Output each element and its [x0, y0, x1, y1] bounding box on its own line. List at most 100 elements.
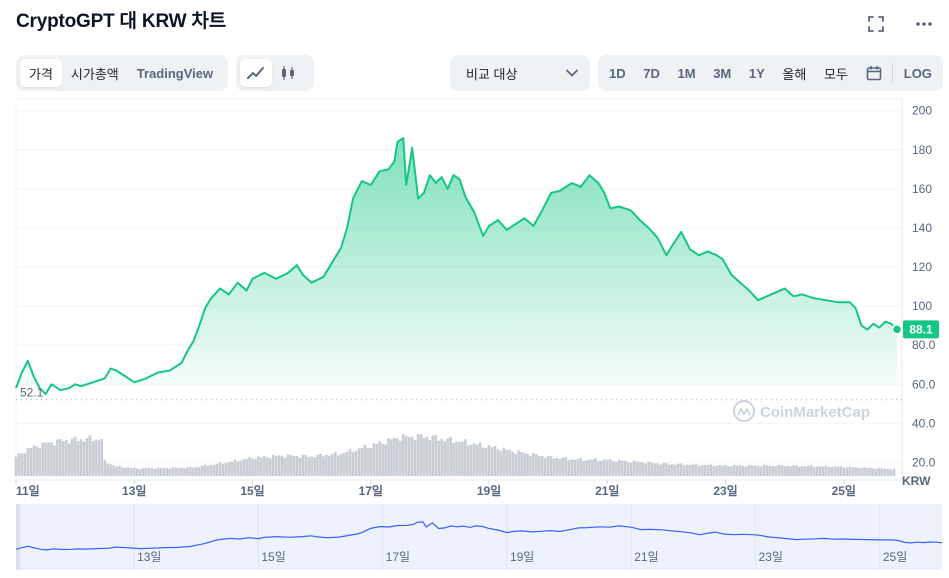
volume-bar [354, 450, 358, 476]
volume-bar [331, 453, 334, 476]
compare-label: 비교 대상 [466, 66, 518, 82]
range-navigator[interactable]: 13일 15일 17일 19일 21일 23일 25일 [15, 504, 943, 570]
volume-bar [165, 468, 169, 476]
volume-bar [842, 467, 846, 476]
volume-bar [827, 467, 831, 476]
volume-bar [792, 465, 795, 476]
line-chart-icon [247, 67, 264, 79]
volume-bar [709, 464, 713, 476]
volume-bar [245, 458, 248, 476]
calendar-button[interactable] [859, 59, 889, 87]
volume-bar [857, 467, 860, 476]
x-tick-label: 25일 [832, 484, 856, 498]
volume-bar [883, 468, 887, 476]
volume-bar [73, 436, 77, 476]
log-scale-button[interactable]: LOG [903, 65, 932, 81]
tab-price[interactable]: 가격 [20, 59, 62, 87]
volume-bar [67, 443, 71, 476]
volume-bar [144, 468, 148, 476]
expand-icon[interactable] [864, 12, 888, 36]
volume-bar [14, 456, 18, 476]
volume-bar [493, 445, 497, 476]
range-all[interactable]: 모두 [823, 66, 848, 82]
volume-bar [20, 453, 24, 476]
volume-bar [224, 462, 228, 476]
price-line [15, 137, 898, 395]
volume-bar [23, 453, 27, 476]
range-1y[interactable]: 1Y [748, 65, 765, 81]
volume-bar [351, 452, 355, 476]
volume-bar [537, 456, 541, 476]
current-price-label: 88.1 [909, 322, 933, 336]
volume-bar [180, 467, 183, 476]
volume-bar [733, 464, 736, 476]
range-1d[interactable]: 1D [609, 65, 626, 81]
volume-bar [56, 439, 59, 476]
range-3m[interactable]: 3M [713, 65, 732, 81]
volume-bar [756, 465, 760, 476]
volume-bar [378, 441, 381, 476]
volume-bar [789, 466, 792, 476]
volume-bar [608, 459, 612, 476]
volume-bar [118, 465, 121, 476]
x-tick-label: 17일 [359, 484, 383, 498]
navigator-background [16, 504, 942, 570]
volume-bar [875, 468, 878, 476]
volume-bar [416, 433, 420, 476]
volume-bar [357, 448, 361, 476]
volume-bar [168, 468, 172, 476]
volume-bar [17, 453, 21, 476]
volume-bar [617, 459, 621, 476]
volume-bar [64, 440, 68, 476]
volume-bar [668, 464, 671, 476]
volume-bar [632, 460, 636, 476]
volume-bar [889, 469, 893, 476]
volume-bar [195, 466, 198, 476]
range-divider [892, 63, 894, 83]
y-tick-label: 80.0 [912, 338, 936, 352]
more-icon[interactable] [912, 12, 936, 36]
volume-bar [192, 467, 195, 476]
volume-bar [53, 445, 56, 476]
volume-bar [215, 463, 219, 476]
volume-bar [313, 457, 316, 476]
volume-bar [162, 468, 166, 476]
volume-bar [277, 455, 281, 476]
volume-bar [227, 462, 231, 476]
volume-bar [830, 466, 834, 476]
volume-bar [88, 435, 92, 476]
line-chart-button[interactable] [240, 59, 272, 87]
volume-bar [41, 442, 44, 476]
volume-bar [186, 467, 189, 476]
range-1m[interactable]: 1M [677, 65, 696, 81]
candlestick-button[interactable] [272, 59, 304, 87]
volume-bar [600, 460, 603, 476]
volume-bar [694, 463, 698, 476]
volume-bar [662, 462, 665, 476]
chevron-down-icon [566, 69, 578, 77]
tab-tradingview[interactable]: TradingView [136, 65, 214, 81]
volume-bar [336, 455, 340, 476]
volume-bar [257, 456, 260, 476]
volume-bar [647, 461, 650, 476]
compare-dropdown[interactable]: 비교 대상 [450, 55, 590, 91]
y-tick-label: 160 [912, 182, 932, 196]
volume-bar [206, 465, 210, 476]
volume-bar [517, 450, 520, 476]
volume-bar [286, 454, 290, 476]
volume-bar [171, 467, 174, 476]
volume-bar [771, 465, 775, 476]
page-title: CryptoGPT 대 KRW 차트 [16, 11, 226, 32]
volume-bar [97, 440, 101, 476]
volume-bar [641, 462, 645, 476]
volume-bar [526, 453, 529, 476]
volume-bar [322, 456, 325, 476]
range-7d[interactable]: 7D [643, 65, 660, 81]
volume-bar [431, 435, 435, 476]
volume-bar [268, 458, 272, 476]
volume-bar [786, 465, 789, 476]
range-ytd[interactable]: 올해 [782, 66, 807, 82]
volume-bar [535, 454, 538, 476]
volume-bar [573, 459, 577, 476]
tab-market-cap[interactable]: 시가총액 [70, 66, 119, 82]
